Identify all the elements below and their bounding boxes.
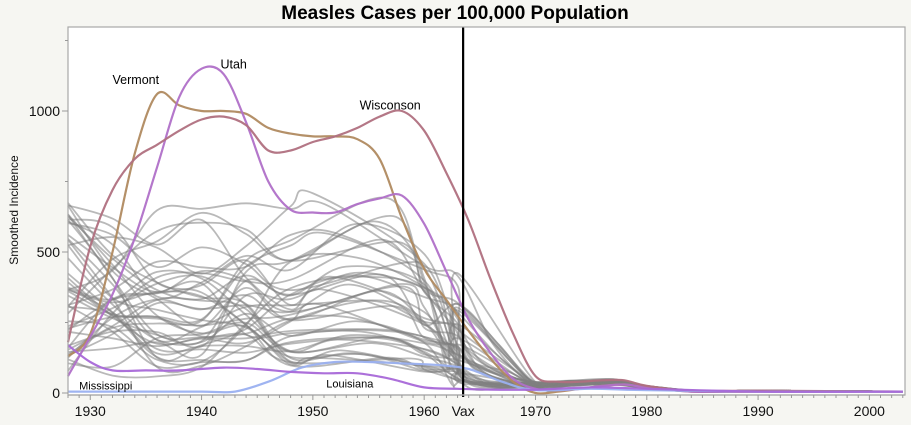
x-tick-label: 1950 bbox=[297, 403, 328, 419]
annotations: Vermont Utah Wisconson Mississippi Louisiana bbox=[79, 58, 421, 393]
annotation-utah: Utah bbox=[220, 58, 246, 72]
highlight-series-group bbox=[66, 65, 903, 395]
series-line-louisiana bbox=[67, 344, 903, 393]
annotation-wisconson: Wisconson bbox=[360, 99, 421, 113]
series-line-mississippi bbox=[68, 360, 903, 394]
annotation-louisiana: Louisiana bbox=[326, 378, 374, 390]
y-tick-label: 0 bbox=[52, 385, 60, 401]
y-axis-label: Smoothed Incidence bbox=[7, 155, 21, 265]
x-tick-label: 1930 bbox=[75, 403, 106, 419]
x-tick-label: 1970 bbox=[520, 403, 551, 419]
series-line-utah bbox=[67, 65, 903, 394]
y-tick-label: 500 bbox=[37, 244, 61, 260]
y-tick-label: 1000 bbox=[29, 103, 60, 119]
x-axis: 1930 1940 1950 1960 1970 1980 1990 2000 Vax bbox=[67, 394, 905, 419]
y-axis: 0 500 1000 bbox=[29, 40, 68, 401]
annotation-vermont: Vermont bbox=[113, 73, 160, 87]
chart-title: Measles Cases per 100,000 Population bbox=[281, 3, 628, 24]
annotation-mississippi: Mississippi bbox=[79, 381, 132, 393]
x-tick-label: 1940 bbox=[186, 403, 217, 419]
x-tick-label: 1980 bbox=[631, 403, 662, 419]
vax-tick-label: Vax bbox=[452, 403, 475, 419]
series-line-wisconson bbox=[66, 109, 903, 393]
x-tick-label: 1960 bbox=[409, 403, 440, 419]
x-tick-label: 1990 bbox=[743, 403, 774, 419]
x-tick-label: 2000 bbox=[854, 403, 885, 419]
